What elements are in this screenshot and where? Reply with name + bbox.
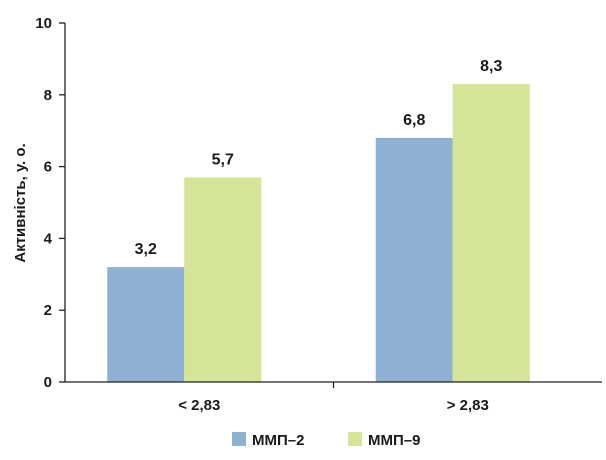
- legend-label: ММП–9: [368, 432, 420, 449]
- legend-swatch: [348, 432, 362, 446]
- y-tick-label: 10: [35, 15, 52, 32]
- bars-layer: [107, 84, 530, 382]
- y-tick-label: 8: [44, 87, 52, 104]
- legend-swatch: [232, 432, 246, 446]
- ticks-layer: 0 2 4 6 8 10: [35, 15, 335, 391]
- y-tick-label: 6: [44, 159, 52, 176]
- data-label: 6,8: [403, 112, 425, 129]
- data-label: 5,7: [212, 151, 234, 168]
- data-label: 3,2: [135, 241, 157, 258]
- y-tick-label: 4: [44, 230, 53, 247]
- y-tick-label: 0: [44, 374, 52, 391]
- y-axis-label: Активність, у. о.: [12, 143, 29, 262]
- data-label: 8,3: [480, 58, 502, 75]
- y-tick-label: 2: [44, 302, 52, 319]
- x-category-label: < 2,83: [178, 397, 220, 414]
- legend-label: ММП–2: [252, 432, 304, 449]
- bar: [375, 137, 453, 382]
- bar: [107, 267, 185, 382]
- x-category-label: > 2,83: [447, 397, 489, 414]
- legend: ММП–2 ММП–9: [232, 432, 420, 449]
- bar: [184, 177, 262, 382]
- labels-layer: 3,2 5,7 < 2,83 6,8 8,3 > 2,83: [135, 58, 503, 414]
- bar: [452, 84, 530, 382]
